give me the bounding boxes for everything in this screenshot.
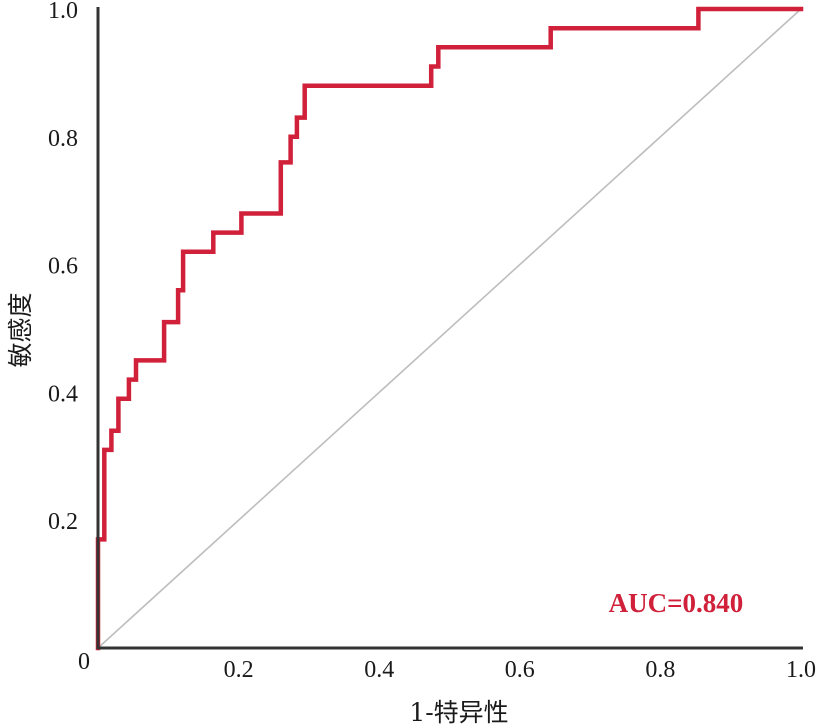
y-tick-label: 0.4 [48, 381, 78, 407]
y-tick-label: 0.2 [48, 509, 78, 535]
auc-annotation: AUC=0.840 [609, 588, 744, 618]
y-tick-label: 0.6 [48, 254, 78, 280]
y-axis-title: 敏感度 [6, 292, 35, 367]
x-axis-title: 1-特异性 [409, 698, 508, 727]
x-tick-label: 0.8 [645, 657, 675, 683]
x-tick-label: 0.2 [224, 657, 254, 683]
reference-diagonal-line [97, 8, 802, 649]
x-tick-label: 1.0 [786, 657, 816, 683]
x-tick-label: 0.4 [364, 657, 394, 683]
y-tick-label: 0.8 [48, 126, 78, 152]
roc-curve-line [95, 6, 804, 651]
origin-tick-label: 0 [78, 649, 90, 675]
x-tick-label: 0.6 [505, 657, 535, 683]
y-tick-label: 1.0 [48, 0, 78, 24]
